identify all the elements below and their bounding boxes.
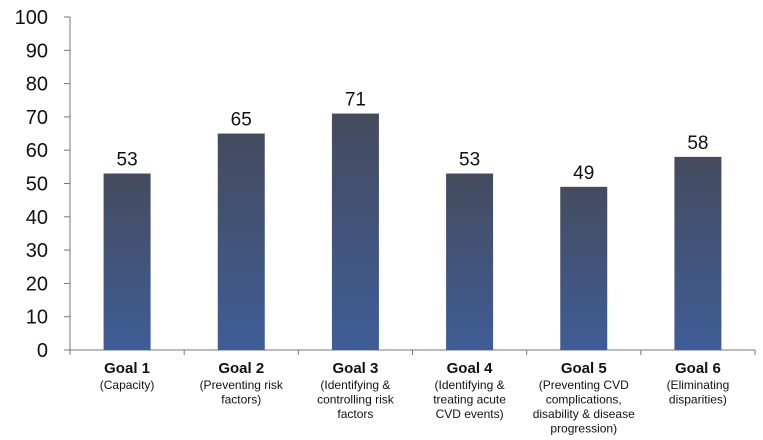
- bars: [103, 113, 722, 350]
- bar: [103, 173, 151, 350]
- y-tick-label: 40: [26, 207, 48, 229]
- y-tick-label: 70: [26, 107, 48, 129]
- y-axis-ticks: 0 10 20 30 40 50 60 70 80 90 100: [15, 7, 70, 362]
- bar-value-label: 65: [231, 110, 252, 131]
- category-description: (Preventing risk: [200, 378, 284, 392]
- bar-value-label: 58: [687, 133, 708, 154]
- data-labels: 53 65 71 53 49 58: [117, 90, 709, 184]
- axes: [69, 17, 756, 355]
- category-description: (Identifying &: [435, 378, 505, 392]
- category-description: controlling risk: [317, 393, 395, 407]
- category-description: (Capacity): [100, 378, 155, 392]
- bar: [331, 113, 379, 350]
- category-description: progression): [550, 422, 617, 436]
- bar: [217, 133, 265, 350]
- category-description: (Eliminating: [667, 378, 730, 392]
- bar: [560, 186, 608, 350]
- category-description: factors: [337, 407, 373, 421]
- category-title: Goal 6: [675, 360, 721, 377]
- category-description: factors): [221, 393, 261, 407]
- category-description: (Identifying &: [320, 378, 390, 392]
- bar-value-label: 53: [117, 150, 138, 171]
- y-tick-label: 80: [26, 74, 48, 96]
- bar-value-label: 71: [345, 90, 366, 111]
- y-tick-label: 60: [26, 140, 48, 162]
- bar-value-label: 49: [573, 163, 594, 184]
- bar: [674, 156, 722, 350]
- category-title: Goal 4: [447, 360, 494, 377]
- y-tick-label: 10: [26, 307, 48, 329]
- category-description: disability & disease: [533, 407, 635, 421]
- category-description: CVD events): [436, 407, 504, 421]
- y-tick-label: 30: [26, 240, 48, 262]
- bar-value-label: 53: [459, 150, 480, 171]
- x-axis-labels: Goal 1(Capacity)Goal 2(Preventing riskfa…: [100, 360, 730, 436]
- category-title: Goal 1: [104, 360, 150, 377]
- y-tick-label: 100: [15, 7, 48, 29]
- category-description: complications,: [546, 393, 622, 407]
- y-tick-label: 90: [26, 40, 48, 62]
- category-description: disparities): [669, 393, 727, 407]
- category-title: Goal 5: [561, 360, 607, 377]
- y-tick-label: 50: [26, 174, 48, 196]
- category-description: treating acute: [433, 393, 506, 407]
- y-tick-label: 20: [26, 273, 48, 295]
- bar: [446, 173, 494, 350]
- y-tick-label: 0: [37, 340, 48, 362]
- category-description: (Preventing CVD: [539, 378, 629, 392]
- category-title: Goal 3: [332, 360, 378, 377]
- category-title: Goal 2: [218, 360, 264, 377]
